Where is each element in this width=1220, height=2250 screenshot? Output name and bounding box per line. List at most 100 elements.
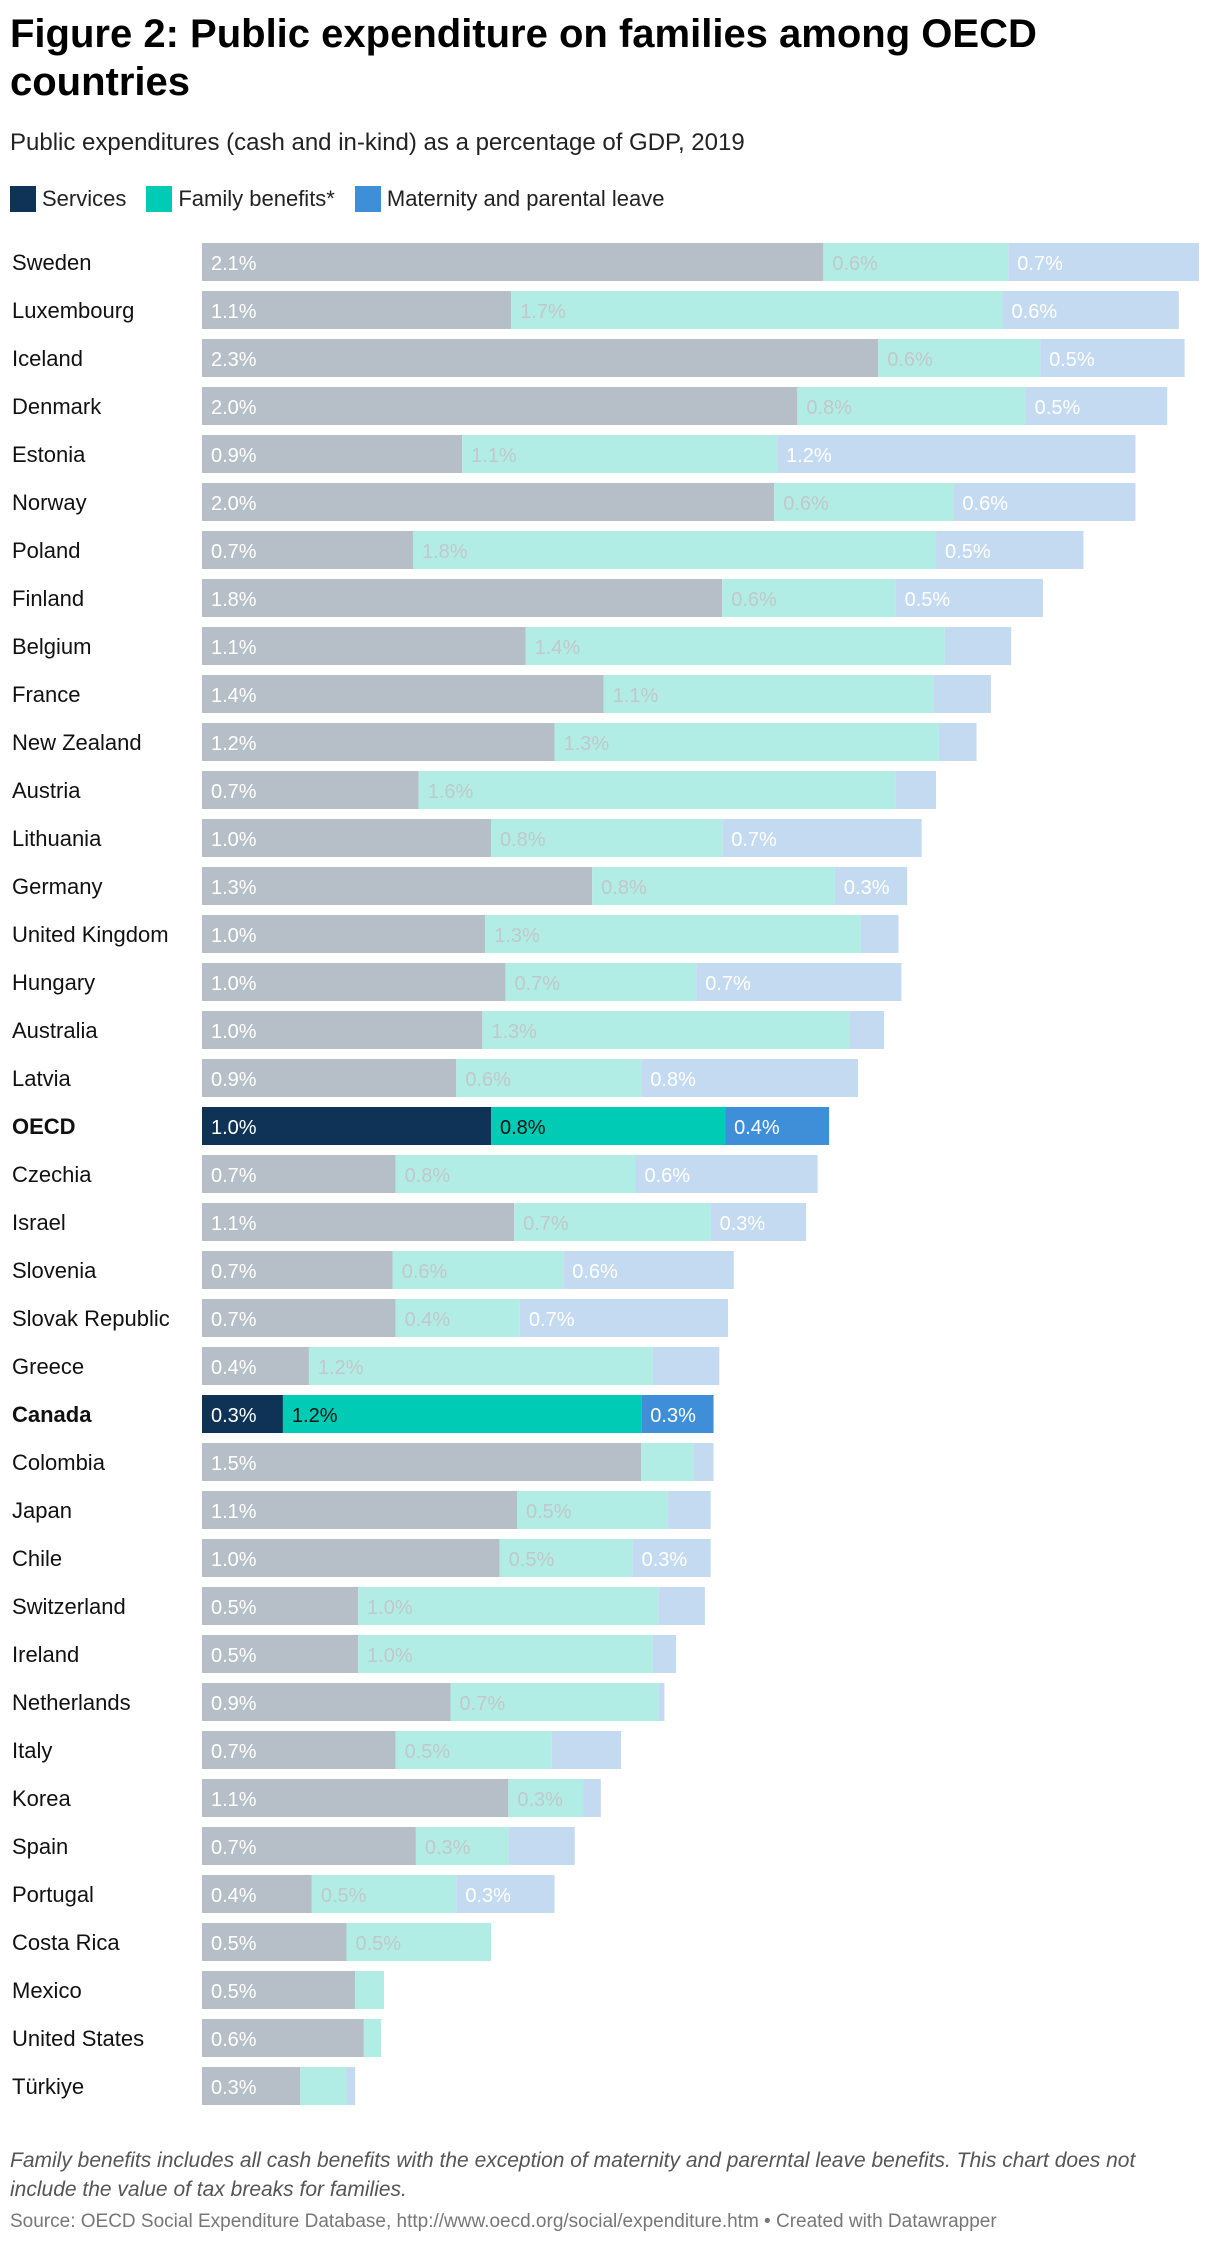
chart-source: Source: OECD Social Expenditure Database… — [10, 2211, 997, 2232]
category-label: Colombia — [12, 1450, 106, 1475]
data-label-family-benefits: 1.0% — [367, 1597, 413, 1619]
bar-family-benefits — [525, 627, 945, 665]
legend-swatch-maternity-leave — [354, 186, 381, 212]
data-label-maternity-leave: 0.7% — [529, 1309, 575, 1331]
data-label-services: 0.6% — [211, 2029, 257, 2051]
bar-services — [202, 1299, 396, 1337]
data-label-family-benefits: 0.7% — [514, 973, 560, 995]
bar-maternity-leave — [953, 483, 1136, 521]
bar-row-poland: Poland 0.7% 1.8% 0.5% — [12, 531, 1084, 569]
category-label: OECD — [12, 1114, 76, 1139]
category-label: United States — [12, 2026, 144, 2051]
bar-row-italy: Italy 0.7% 0.5% — [12, 1731, 622, 1769]
category-label: Estonia — [12, 442, 86, 467]
data-label-services: 0.5% — [211, 1933, 257, 1955]
bar-row-austria: Austria 0.7% 1.6% — [12, 771, 937, 809]
data-label-services: 1.0% — [211, 829, 257, 851]
bar-maternity-leave — [519, 1299, 728, 1337]
chart-notes: Family benefits includes all cash benefi… — [10, 2149, 1136, 2201]
bar-family-benefits — [554, 723, 939, 761]
bar-family-benefits — [358, 1587, 659, 1625]
data-label-services: 1.2% — [211, 733, 257, 755]
bar-row-ireland: Ireland 0.5% 1.0% — [12, 1635, 676, 1673]
bar-services — [202, 867, 593, 905]
bar-services — [202, 1683, 451, 1721]
bar-row-spain: Spain 0.7% 0.3% — [12, 1827, 575, 1865]
data-label-maternity-leave: 0.3% — [844, 877, 890, 899]
data-label-services: 0.7% — [211, 1261, 257, 1283]
data-label-maternity-leave: 0.5% — [1035, 397, 1081, 419]
data-label-maternity-leave: 0.8% — [650, 1069, 696, 1091]
data-label-family-benefits: 0.7% — [460, 1693, 506, 1715]
legend-swatch-services — [10, 186, 36, 212]
legend-item-maternity-leave: Maternity and parental leave — [354, 186, 665, 212]
bar-family-benefits — [363, 2019, 382, 2057]
data-label-services: 1.1% — [211, 1789, 257, 1811]
bar-family-benefits — [482, 1011, 850, 1049]
bar-services — [202, 1827, 416, 1865]
bar-maternity-leave — [583, 1779, 601, 1817]
data-label-family-benefits: 0.8% — [806, 397, 852, 419]
legend-item-services: Services — [10, 186, 126, 212]
bar-services — [202, 291, 512, 329]
bar-row-iceland: Iceland 2.3% 0.6% 0.5% — [12, 339, 1185, 377]
bar-services — [202, 1635, 359, 1673]
category-label: Australia — [12, 1018, 98, 1043]
category-label: Türkiye — [12, 2074, 84, 2099]
chart-subtitle: Public expenditures (cash and in-kind) a… — [10, 129, 745, 156]
data-label-services: 0.7% — [211, 781, 257, 803]
category-label: Israel — [12, 1210, 66, 1235]
bar-services — [202, 771, 419, 809]
data-label-services: 1.0% — [211, 925, 257, 947]
bar-family-benefits — [491, 1107, 726, 1145]
bar-maternity-leave — [667, 1491, 711, 1529]
bar-family-benefits — [641, 1443, 694, 1481]
bar-family-benefits — [395, 1731, 552, 1769]
bar-family-benefits — [462, 435, 778, 473]
category-label: Germany — [12, 874, 102, 899]
data-label-services: 1.4% — [211, 685, 257, 707]
bar-family-benefits — [395, 1155, 636, 1193]
bar-family-benefits — [823, 243, 1009, 281]
data-label-services: 1.1% — [211, 1501, 257, 1523]
data-label-services: 1.1% — [211, 1213, 257, 1235]
bar-services — [202, 963, 506, 1001]
category-label: Norway — [12, 490, 87, 515]
bar-row-greece: Greece 0.4% 1.2% — [12, 1347, 720, 1385]
category-label: Korea — [12, 1786, 71, 1811]
bar-family-benefits — [346, 1923, 491, 1961]
data-label-family-benefits: 0.5% — [321, 1885, 367, 1907]
category-label: New Zealand — [12, 730, 142, 755]
bar-services — [202, 675, 604, 713]
bar-services — [202, 435, 463, 473]
category-label: Slovak Republic — [12, 1306, 170, 1331]
data-label-family-benefits: 1.8% — [422, 541, 468, 563]
data-label-services: 1.0% — [211, 1117, 257, 1139]
data-label-maternity-leave: 0.5% — [1049, 349, 1095, 371]
bar-services — [202, 1395, 283, 1433]
bar-row-lithuania: Lithuania 1.0% 0.8% 0.7% — [12, 819, 922, 857]
bar-maternity-leave — [1008, 243, 1200, 281]
bar-family-benefits — [300, 2067, 347, 2105]
bar-family-benefits — [505, 963, 697, 1001]
bar-services — [202, 339, 879, 377]
data-label-services: 2.0% — [211, 397, 257, 419]
data-label-services: 0.7% — [211, 1741, 257, 1763]
bar-maternity-leave — [641, 1395, 714, 1433]
category-label: Chile — [12, 1546, 62, 1571]
bar-row-norway: Norway 2.0% 0.6% 0.6% — [12, 483, 1136, 521]
legend-label-services: Services — [42, 186, 127, 211]
data-label-services: 0.7% — [211, 1309, 257, 1331]
bar-row-belgium: Belgium 1.1% 1.4% — [12, 627, 1012, 665]
bar-maternity-leave — [834, 867, 908, 905]
data-label-maternity-leave: 0.7% — [731, 829, 777, 851]
category-label: Iceland — [12, 346, 83, 371]
bar-services — [202, 1971, 356, 2009]
bar-maternity-leave — [725, 1107, 830, 1145]
bar-services — [202, 915, 486, 953]
category-label: Mexico — [12, 1978, 82, 2003]
bar-row-hungary: Hungary 1.0% 0.7% 0.7% — [12, 963, 902, 1001]
data-label-maternity-leave: 0.4% — [734, 1117, 780, 1139]
data-label-family-benefits: 0.6% — [783, 493, 829, 515]
bar-maternity-leave — [632, 1539, 711, 1577]
